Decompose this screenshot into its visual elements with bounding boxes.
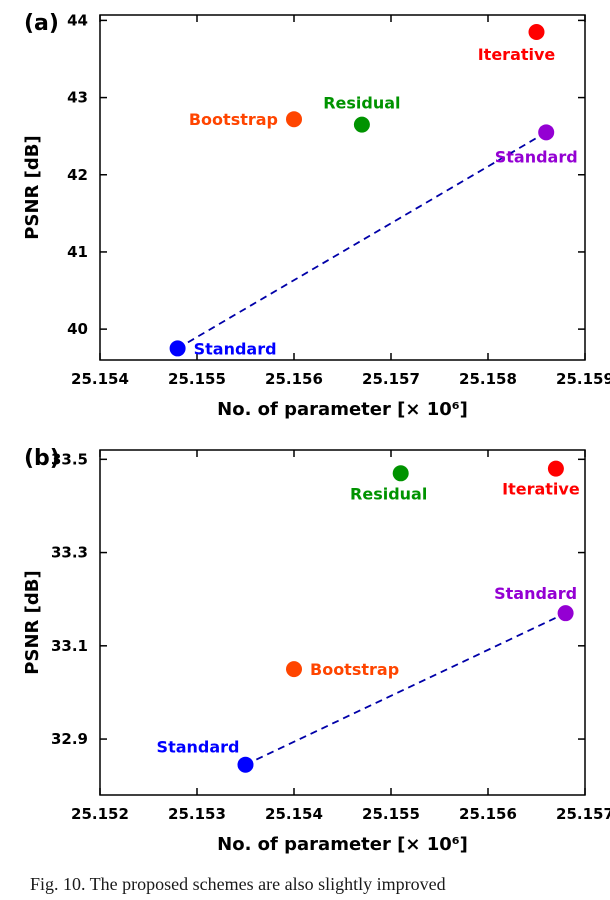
y-tick-label: 44 [67, 11, 88, 29]
point-label-residual: Residual [323, 94, 400, 113]
y-tick-label: 32.9 [51, 730, 88, 748]
data-point-residual [353, 116, 370, 133]
x-tick-label: 25.156 [459, 805, 517, 823]
data-point-bootstrap [286, 661, 302, 678]
x-tick-label: 25.154 [265, 805, 323, 823]
y-tick-label: 42 [67, 166, 88, 184]
x-tick-label: 25.154 [71, 370, 129, 388]
figure-caption: Fig. 10. The proposed schemes are also s… [30, 874, 446, 894]
x-tick-label: 25.156 [265, 370, 323, 388]
scatter-plot-a: 25.154 25.155 25.156 25.157 25.158 25.159 40 41… [22, 11, 610, 420]
panel-label: (a) [24, 11, 59, 36]
y-axis-label: PSNR [dB] [22, 570, 43, 674]
x-tick-label: 25.158 [459, 370, 517, 388]
y-axis-label: PSNR [dB] [22, 135, 43, 239]
y-tick-label: 33.3 [51, 544, 88, 562]
x-tick-label: 25.153 [168, 805, 226, 823]
point-label-iterative: Iterative [478, 45, 556, 64]
scatter-plot-b: 25.152 25.153 25.154 25.155 25.156 25.157 32.9… [22, 446, 610, 855]
data-point-residual [392, 465, 409, 482]
x-tick-label: 25.155 [168, 370, 226, 388]
y-tick-label: 40 [67, 320, 88, 338]
x-tick-label: 25.155 [362, 805, 420, 823]
data-point-iterative [547, 460, 564, 477]
plot-area [99, 14, 586, 361]
x-axis-label: No. of parameter [× 10⁶] [217, 834, 468, 855]
data-point-standard [169, 340, 186, 357]
data-point-standard [237, 756, 254, 773]
plot-area [99, 449, 586, 796]
y-tick-label: 33.1 [51, 637, 88, 655]
point-label-residual: Residual [350, 484, 427, 503]
y-tick-label: 41 [67, 243, 88, 261]
y-tick-label: 43 [67, 89, 88, 107]
x-tick-label: 25.159 [556, 370, 610, 388]
point-label-standard: Standard [157, 738, 240, 757]
y-tick-label: 33.5 [51, 450, 88, 468]
point-label-bootstrap: Bootstrap [189, 110, 278, 129]
point-label-bootstrap: Bootstrap [310, 660, 399, 679]
point-label-iterative: Iterative [502, 480, 580, 499]
data-point-standard [538, 124, 555, 141]
x-axis-label: No. of parameter [× 10⁶] [217, 399, 468, 420]
data-point-standard [557, 605, 574, 622]
panel-label: (b) [24, 446, 60, 471]
data-point-iterative [528, 23, 545, 40]
x-tick-label: 25.152 [71, 805, 129, 823]
x-tick-label: 25.157 [362, 370, 420, 388]
point-label-standard: Standard [494, 584, 577, 603]
point-label-standard: Standard [495, 147, 578, 166]
data-point-bootstrap [286, 111, 302, 128]
point-label-standard: Standard [194, 339, 277, 358]
x-tick-label: 25.157 [556, 805, 610, 823]
